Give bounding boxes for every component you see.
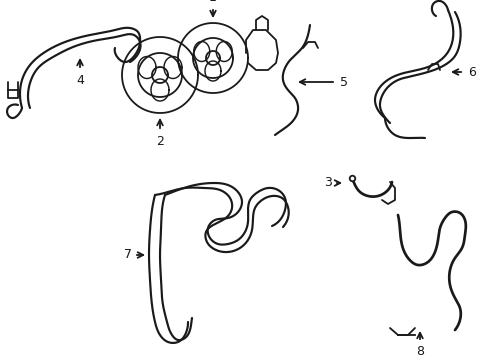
Text: 1: 1 (209, 0, 217, 4)
Text: 6: 6 (467, 66, 475, 78)
Text: 5: 5 (339, 76, 347, 89)
Text: 4: 4 (76, 74, 84, 87)
Text: 2: 2 (156, 135, 163, 148)
Text: 3: 3 (324, 176, 331, 189)
Text: 7: 7 (124, 248, 132, 261)
Text: 8: 8 (415, 345, 423, 358)
